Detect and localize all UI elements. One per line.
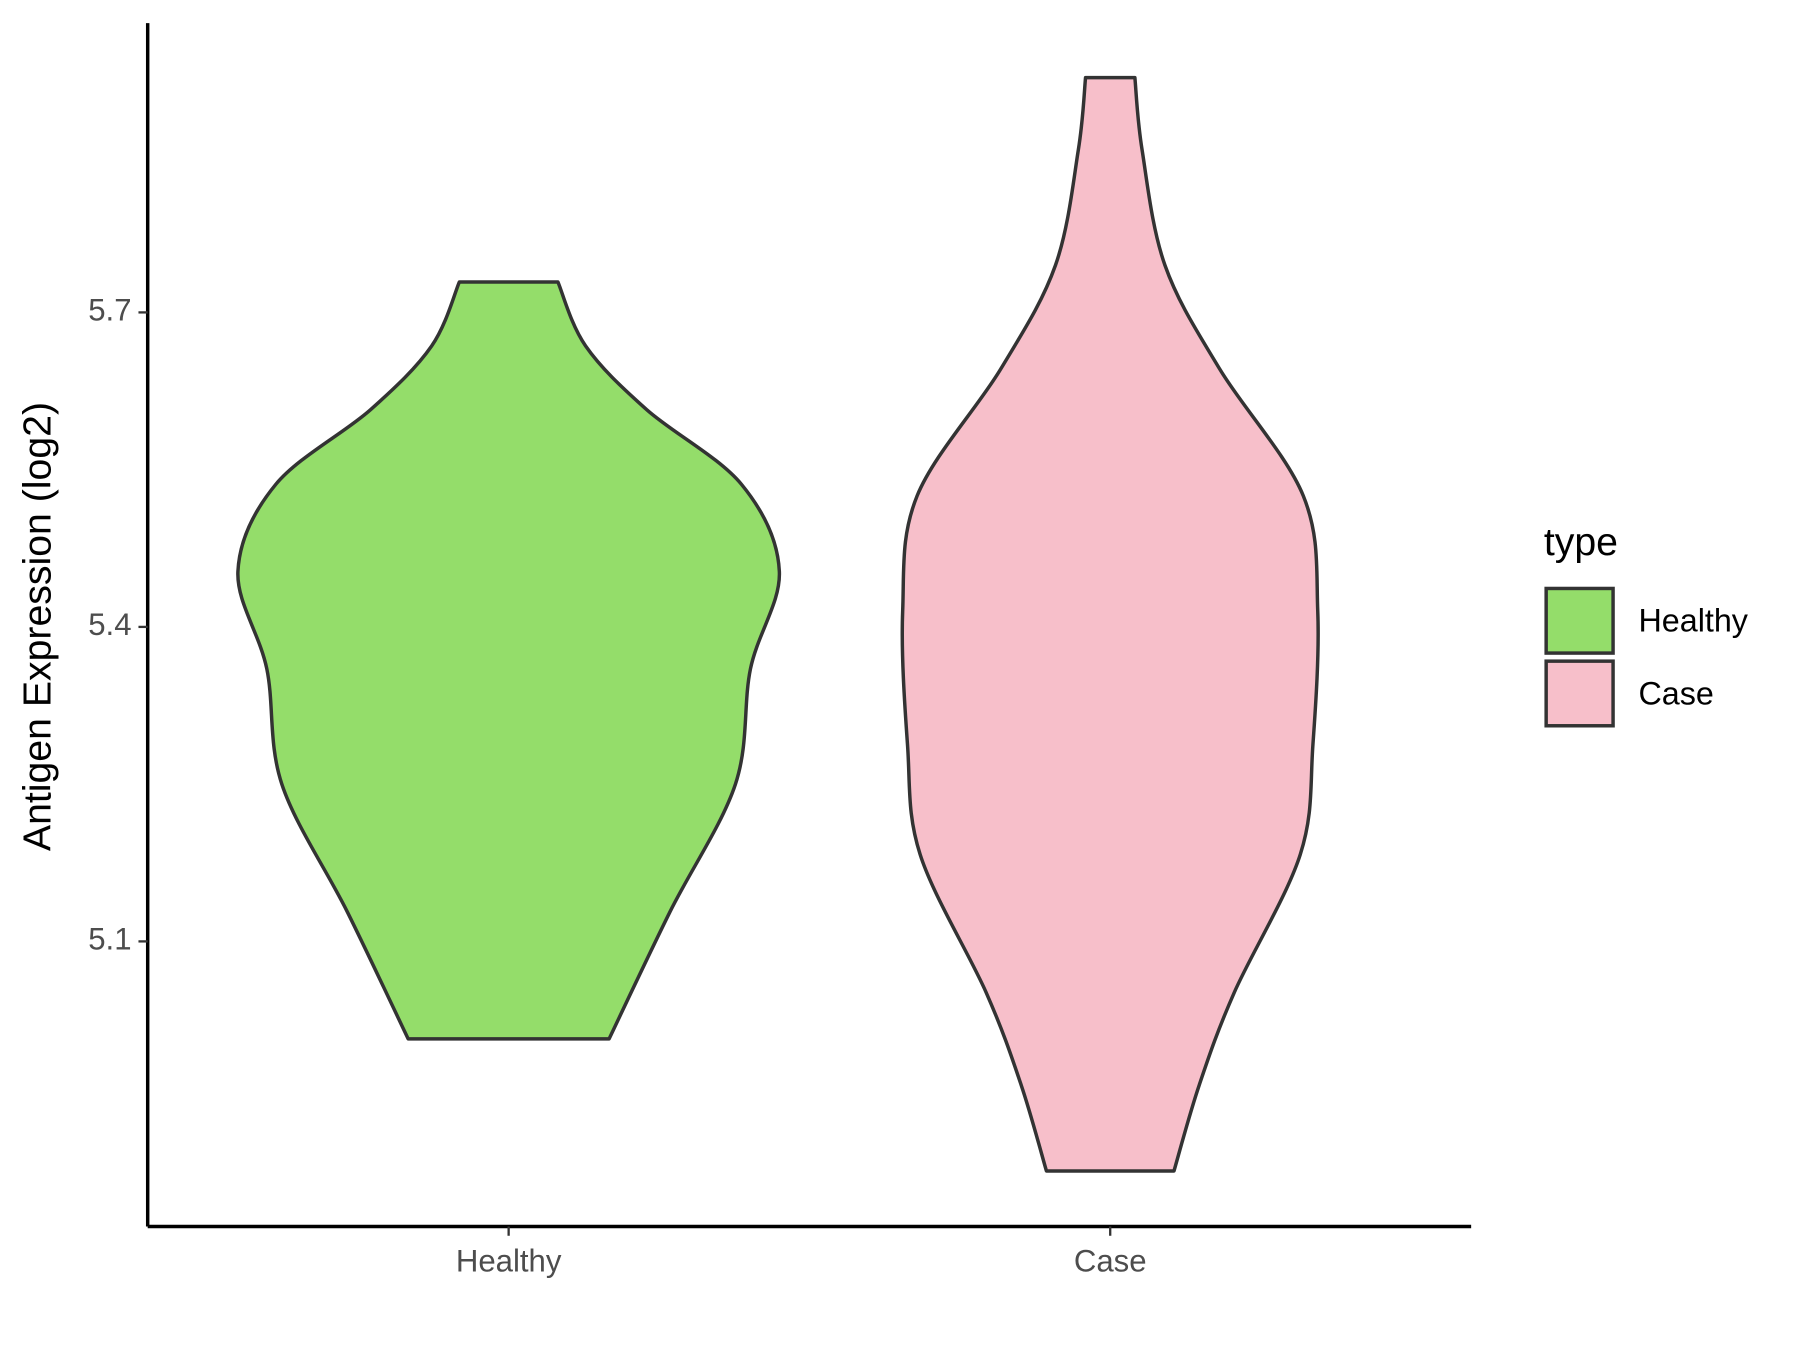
y-tick-label: 5.7 [88,293,131,328]
legend-title: type [1544,520,1618,564]
legend-key [1544,586,1615,655]
y-axis-label: Antigen Expression (log2) [16,402,60,851]
x-tick-label: Healthy [456,1244,562,1279]
violin [236,280,782,1041]
legend-key [1544,659,1615,728]
violin [900,75,1320,1173]
y-tick-label: 5.1 [88,922,131,957]
legend-label: Healthy [1638,603,1748,639]
x-tick-label: Case [1074,1244,1147,1279]
y-tick-label: 5.4 [88,607,131,642]
legend-label: Case [1638,675,1713,711]
plot: Antigen Expression (log2) type 5.1 5.4 5.7… [16,23,1749,1279]
